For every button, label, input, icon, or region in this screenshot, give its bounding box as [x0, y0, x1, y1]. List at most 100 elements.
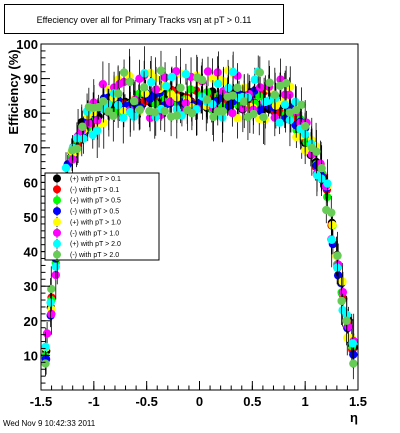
x-tick-label: 0 [196, 394, 203, 409]
x-tick-label: -0.5 [135, 394, 157, 409]
data-point [129, 96, 139, 106]
data-point [176, 83, 185, 92]
x-axis-title: η [350, 410, 358, 425]
data-point [99, 97, 108, 106]
data-point [139, 83, 149, 92]
data-point [94, 103, 103, 112]
data-point [51, 262, 61, 271]
legend-label: (+) with pT > 2.0 [70, 241, 121, 248]
y-tick-label: 50 [24, 210, 38, 225]
data-point [270, 90, 280, 99]
legend-label: (+) with pT > 0.1 [70, 176, 121, 183]
data-point [259, 112, 268, 122]
legend-entry: (+) with pT > 0.5 [53, 195, 121, 206]
data-point [119, 113, 128, 123]
data-point [172, 111, 181, 120]
legend-marker [53, 228, 61, 237]
legend-marker [53, 207, 61, 216]
data-point [228, 108, 237, 118]
data-point [238, 104, 248, 113]
data-point [338, 277, 347, 286]
data-point [285, 90, 294, 100]
data-point [113, 89, 123, 98]
data-point [202, 95, 212, 104]
data-point [291, 105, 301, 115]
timestamp-footer: Wed Nov 9 10:42:33 2011 [3, 419, 96, 428]
legend-entry: (-) with pT > 2.0 [53, 249, 119, 260]
data-point [327, 235, 336, 245]
data-point [337, 296, 346, 306]
data-point [47, 309, 56, 319]
axes-layer: -1.5 -1 -0.5 0 0.5 1 1.5 10 20 30 40 50 60 70 80 90 100 η… [6, 37, 367, 425]
data-point [181, 98, 191, 108]
data-point [218, 113, 227, 122]
legend-entry: (-) with pT > 0.5 [53, 206, 119, 217]
data-point [249, 109, 258, 118]
data-point [167, 72, 177, 82]
y-tick-label: 30 [24, 279, 38, 294]
data-point [165, 97, 175, 107]
data-point [42, 329, 52, 338]
legend-marker [53, 185, 61, 194]
legend-box [44, 172, 160, 261]
data-point [99, 118, 108, 128]
data-point [264, 96, 273, 105]
data-point [301, 122, 310, 131]
legend: (+) with pT > 0.1 (-) with pT > 0.1 (+) wi… [44, 172, 160, 261]
data-point [255, 92, 264, 101]
legend-label: (-) with pT > 2.0 [70, 252, 119, 259]
data-point [47, 284, 56, 294]
data-point [135, 105, 145, 114]
data-point [61, 163, 71, 173]
data-point [72, 144, 82, 153]
data-point [213, 79, 223, 89]
data-point [224, 83, 233, 93]
data-point [255, 106, 264, 115]
legend-marker [53, 250, 61, 259]
data-point [250, 75, 260, 84]
legend-entry: (-) with pT > 0.1 [53, 184, 119, 195]
x-tick-label: 0.5 [243, 394, 261, 409]
data-point [119, 106, 129, 116]
data-point [228, 67, 238, 77]
legend-marker [53, 239, 61, 248]
y-tick-label: 100 [16, 37, 38, 52]
data-point [323, 179, 332, 188]
data-point [41, 342, 50, 351]
y-tick-label: 20 [24, 314, 38, 329]
data-point [265, 78, 274, 87]
data-point [181, 70, 191, 79]
data-point [160, 73, 170, 82]
legend-label: (+) with pT > 0.5 [70, 198, 121, 205]
data-point [78, 122, 87, 131]
data-point [119, 68, 129, 77]
data-point [297, 100, 306, 109]
data-point [187, 108, 197, 118]
legend-entry: (+) with pT > 0.1 [53, 173, 121, 184]
x-tick-label: -1.5 [30, 394, 52, 409]
data-point [162, 82, 171, 91]
y-tick-label: 60 [24, 175, 38, 190]
y-tick-label: 70 [24, 141, 38, 156]
y-tick-label: 10 [24, 348, 38, 363]
data-point [328, 220, 337, 230]
data-point [213, 68, 222, 77]
x-tick-label: 1.5 [349, 394, 367, 409]
legend-marker [53, 174, 61, 183]
legend-marker [53, 217, 61, 226]
y-tick-label: 80 [24, 106, 38, 121]
y-tick-label: 90 [24, 72, 38, 87]
chart-title: Effeciency over all for Primary Tracks v… [4, 4, 284, 34]
data-point [93, 126, 102, 135]
data-point [125, 77, 134, 87]
legend-entry: (+) with pT > 1.0 [53, 216, 121, 227]
data-point [160, 106, 169, 116]
data-point [151, 85, 161, 94]
data-point [342, 316, 351, 325]
data-point [98, 79, 108, 89]
y-axis-title: Efficiency (%) [6, 49, 21, 134]
data-point [317, 164, 326, 173]
x-tick-label: 1 [302, 394, 309, 409]
legend-marker [53, 196, 61, 205]
